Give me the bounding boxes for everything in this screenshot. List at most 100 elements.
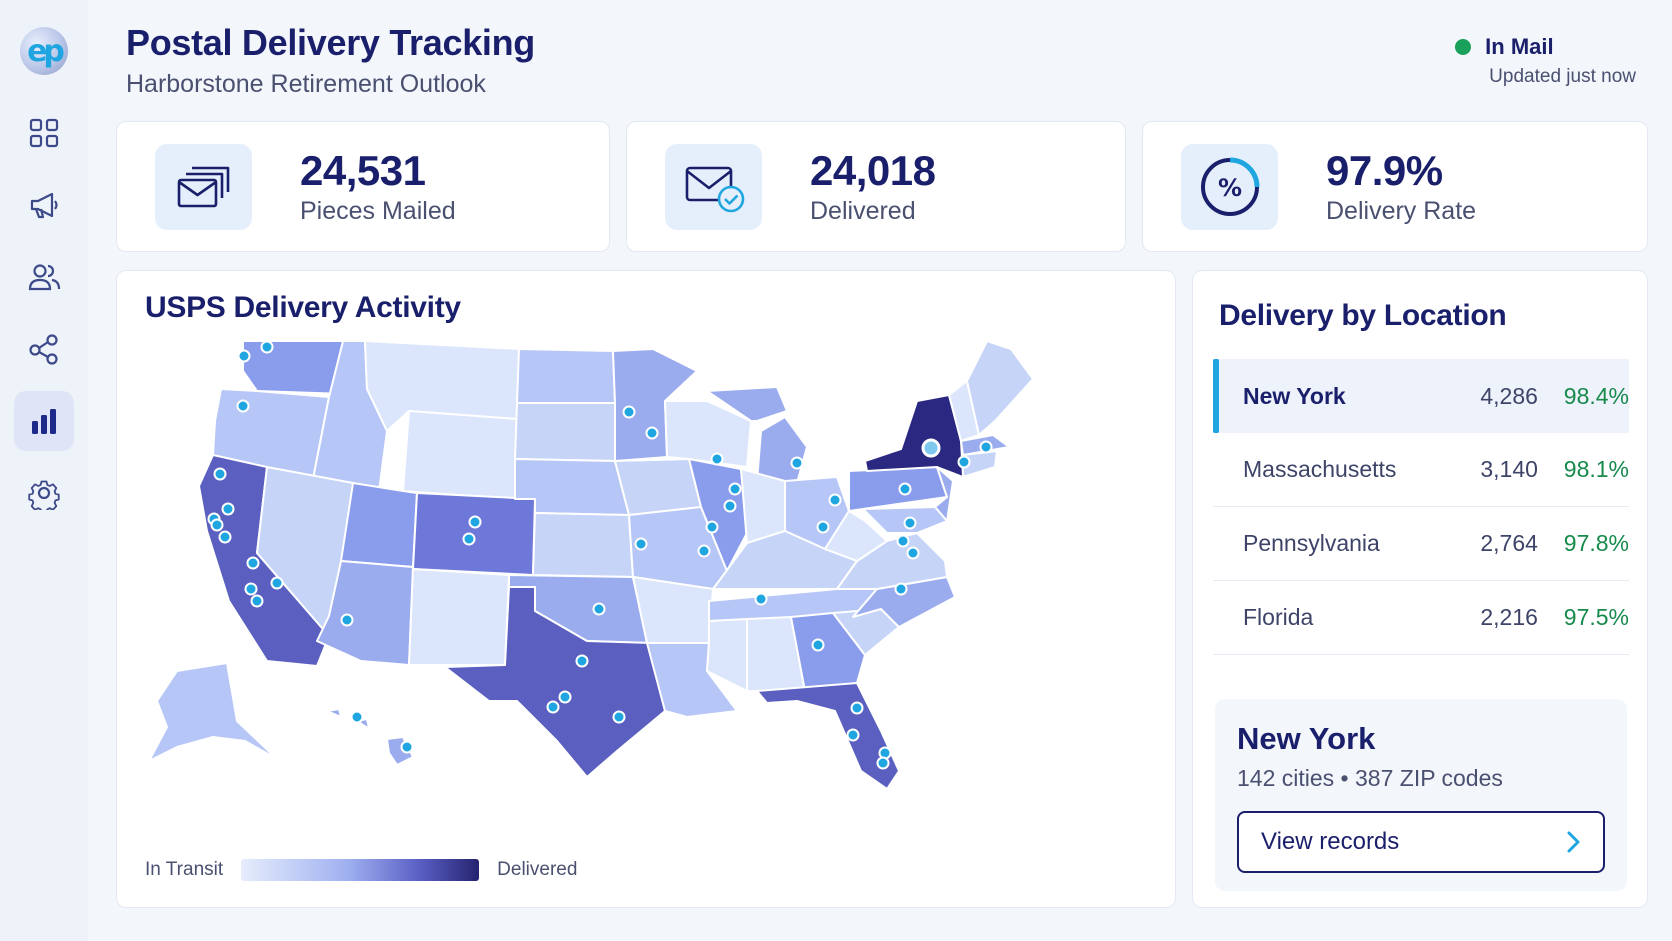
- delivery-marker: [221, 502, 235, 516]
- app-logo[interactable]: ep: [20, 27, 68, 75]
- state-utah: [340, 482, 418, 568]
- delivery-marker: [250, 594, 264, 608]
- sidebar-item-integrations[interactable]: [14, 319, 74, 379]
- delivery-marker: [246, 556, 260, 570]
- location-rate: 98.1%: [1563, 456, 1629, 482]
- state-colorado: [412, 492, 536, 576]
- status-dot: [1455, 39, 1472, 55]
- state-kansas: [532, 512, 634, 578]
- percent-ring-icon: %: [1200, 157, 1259, 216]
- delivery-marker: [728, 482, 742, 496]
- state-florida: [756, 682, 900, 790]
- sidebar-item-settings[interactable]: [14, 463, 74, 523]
- location-count: 2,764: [1480, 530, 1538, 556]
- delivery-marker: [697, 544, 711, 558]
- map-panel: USPS Delivery Activity: [116, 270, 1176, 908]
- gear-icon: [28, 480, 60, 510]
- page-subtitle: Harborstone Retirement Outlook: [126, 70, 486, 98]
- delivery-marker: [811, 638, 825, 652]
- state-wisconsin: [664, 400, 752, 468]
- state-indiana: [740, 468, 786, 544]
- bar-chart-icon: [32, 409, 56, 434]
- delivery-marker: [400, 740, 414, 754]
- view-records-label: View records: [1261, 828, 1400, 855]
- sidebar-item-dashboard[interactable]: [14, 103, 74, 163]
- delivery-marker: [575, 654, 589, 668]
- delivery-marker: [828, 493, 842, 507]
- location-row-new-york[interactable]: New York 4,286 98.4%: [1213, 359, 1629, 433]
- location-name: Florida: [1243, 604, 1314, 630]
- delivery-marker: [957, 455, 971, 469]
- stat-card-delivered: 24,018 Delivered: [626, 121, 1126, 252]
- stat-label: Delivered: [810, 197, 916, 225]
- delivery-marker: [592, 602, 606, 616]
- legend-high-label: Delivered: [497, 859, 578, 880]
- location-row-pennsylvania[interactable]: Pennsylvania 2,764 97.8%: [1213, 507, 1629, 581]
- location-row-florida[interactable]: Florida 2,216 97.5%: [1213, 581, 1629, 655]
- status-label: In Mail: [1485, 34, 1554, 59]
- delivery-marker: [723, 499, 737, 513]
- svg-text:%: %: [1217, 174, 1241, 202]
- delivery-marker: [710, 452, 724, 466]
- stat-value: 24,018: [810, 147, 936, 194]
- location-row-massachusetts[interactable]: Massachusetts 3,140 98.1%: [1213, 433, 1629, 507]
- sidebar-item-campaigns[interactable]: [14, 175, 74, 235]
- location-count: 3,140: [1480, 456, 1538, 482]
- detail-title: New York: [1237, 721, 1376, 756]
- delivery-marker: [754, 592, 768, 606]
- stat-label: Delivery Rate: [1326, 197, 1477, 225]
- envelope-check-icon: [685, 166, 744, 212]
- delivery-marker: [790, 456, 804, 470]
- location-panel: Delivery by Location New York 4,286 98.4…: [1192, 270, 1648, 908]
- delivery-marker: [906, 546, 920, 560]
- state-new-mexico: [408, 568, 510, 666]
- state-alaska: [148, 662, 278, 762]
- view-records-button[interactable]: View records: [1237, 811, 1605, 873]
- location-detail-card: New York 142 cities • 387 ZIP codes View…: [1215, 699, 1627, 891]
- stat-icon-box: %: [1181, 143, 1278, 230]
- stat-label: Pieces Mailed: [300, 197, 456, 225]
- location-title: Delivery by Location: [1219, 299, 1507, 332]
- delivery-marker: [876, 756, 890, 770]
- state-mississippi: [706, 618, 748, 692]
- delivery-marker: [260, 340, 274, 354]
- delivery-marker: [622, 405, 636, 419]
- state-wyoming: [402, 410, 518, 500]
- us-delivery-map[interactable]: [117, 271, 1177, 831]
- delivery-marker: [634, 537, 648, 551]
- legend-low-label: In Transit: [145, 859, 224, 880]
- stat-value: 97.9%: [1326, 147, 1443, 194]
- state-hawaii: [326, 708, 414, 766]
- delivery-marker: [218, 530, 232, 544]
- delivery-marker: [270, 576, 284, 590]
- delivery-marker: [236, 399, 250, 413]
- state-arkansas: [632, 576, 714, 644]
- location-table: New York 4,286 98.4% Massachusetts 3,140…: [1213, 359, 1629, 655]
- delivery-marker: [705, 520, 719, 534]
- stat-card-delivery-rate: % 97.9% Delivery Rate: [1142, 121, 1648, 252]
- logo-text: ep: [27, 33, 65, 69]
- location-name: Massachusetts: [1243, 456, 1397, 482]
- stat-value: 24,531: [300, 147, 426, 194]
- map-legend: In Transit Delivered: [145, 859, 577, 881]
- location-rate: 97.8%: [1563, 530, 1629, 556]
- share-nodes-icon: [29, 334, 58, 365]
- sidebar-item-audiences[interactable]: [14, 247, 74, 307]
- sidebar: ep: [0, 0, 88, 941]
- delivery-marker: [350, 710, 364, 724]
- delivery-marker: [340, 613, 354, 627]
- delivery-marker: [244, 582, 258, 596]
- sidebar-item-analytics[interactable]: [14, 391, 74, 451]
- sidebar-nav: [14, 103, 74, 523]
- state-georgia: [790, 612, 866, 692]
- location-name: Pennsylvania: [1243, 530, 1380, 556]
- state-iowa: [614, 458, 702, 516]
- delivery-marker: [816, 520, 830, 534]
- stacked-envelopes-icon: [177, 166, 229, 207]
- legend-gradient: [241, 859, 480, 881]
- state-washington: [242, 340, 346, 395]
- delivery-marker: [894, 582, 908, 596]
- status-updated: Updated just now: [1489, 66, 1636, 87]
- delivery-marker: [850, 701, 864, 715]
- megaphone-icon: [30, 192, 58, 219]
